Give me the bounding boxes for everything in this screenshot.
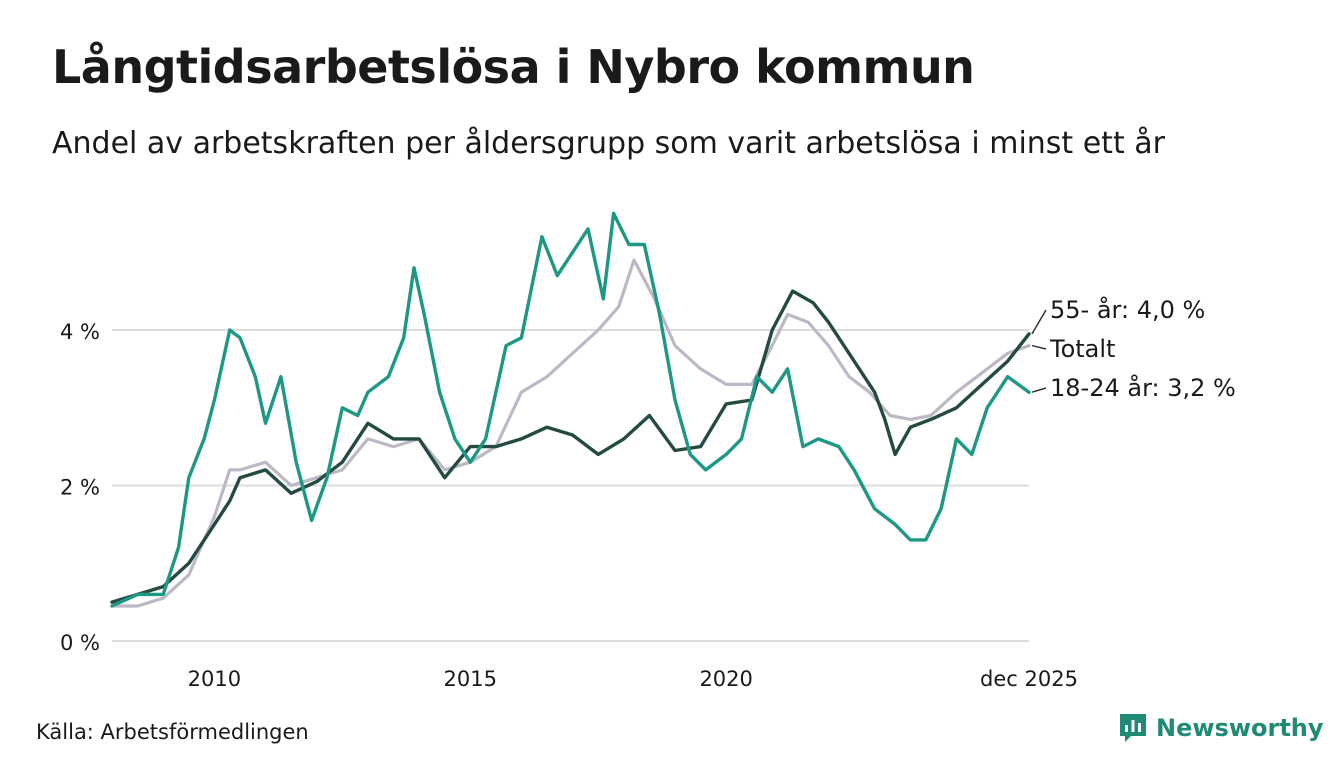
series-line-55-r [110, 289, 1031, 604]
chart-title: Långtidsarbetslösa i Nybro kommun [52, 40, 975, 94]
x-tick-label: 2010 [188, 667, 241, 691]
x-tick-label: 2015 [444, 667, 497, 691]
gridlines [112, 329, 1029, 642]
x-axis-ticks: 2010 2015 2020 dec 2025 [188, 667, 1078, 691]
end-labels: 55- år: 4,0 % Totalt 18-24 år: 3,2 % [1031, 295, 1236, 402]
label-leader-totalt [1031, 344, 1047, 350]
brand-name: Newsworthy [1156, 714, 1324, 742]
end-label-18-24-r: 18-24 år: 3,2 % [1050, 373, 1236, 402]
x-tick-label: 2020 [699, 667, 752, 691]
chart-subtitle: Andel av arbetskraften per åldersgrupp s… [52, 126, 1165, 161]
y-tick-label: 4 % [60, 320, 100, 344]
series-lines [110, 211, 1031, 608]
source-note: Källa: Arbetsförmedlingen [36, 720, 309, 744]
brand-logo[interactable]: Newsworthy [1118, 712, 1324, 744]
y-tick-label: 0 % [60, 631, 100, 655]
y-tick-label: 2 % [60, 476, 100, 500]
end-label-55-r: 55- år: 4,0 % [1050, 295, 1205, 324]
bar-chart-speech-bubble-icon [1120, 714, 1146, 742]
x-tick-label: dec 2025 [980, 667, 1078, 691]
y-axis-ticks: 0 % 2 % 4 % [60, 320, 100, 655]
series-line-18-24-r [110, 211, 1031, 608]
end-label-totalt: Totalt [1049, 335, 1115, 363]
line-chart: 0 % 2 % 4 % 2010 2015 2020 dec 2025 55- år: 4… [60, 211, 1236, 691]
label-leader-18-24-r [1031, 387, 1047, 393]
label-leader-55-r [1031, 309, 1047, 335]
